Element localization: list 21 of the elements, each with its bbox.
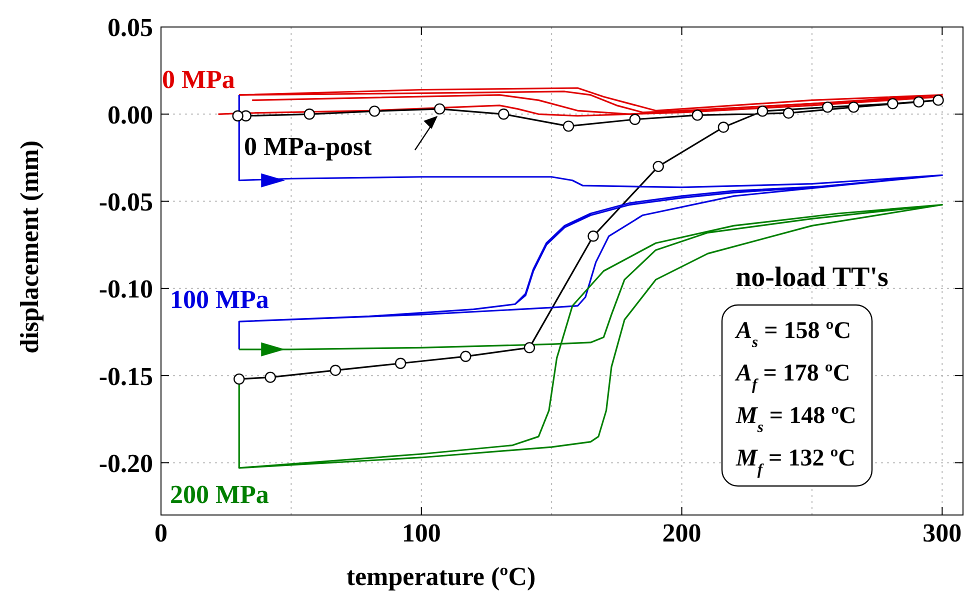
y-tick-label: -0.05 bbox=[98, 188, 153, 217]
x-tick-label: 300 bbox=[922, 518, 962, 548]
y-tick-label: -0.15 bbox=[98, 362, 153, 391]
y-tick-label: -0.10 bbox=[98, 274, 153, 304]
annotation: M$_{f}$ = 132 ºC bbox=[735, 446, 856, 478]
series-label: 100 MPa bbox=[170, 285, 269, 314]
annotation: A$_{s}$ = 158 ºC bbox=[734, 318, 852, 350]
x-tick-label: 0 bbox=[154, 518, 168, 548]
y-tick-label: -0.20 bbox=[98, 448, 153, 478]
x-tick-label: 200 bbox=[662, 518, 702, 548]
x-tick-label: 100 bbox=[402, 518, 441, 548]
annotation: M$_{s}$ = 148 ºC bbox=[735, 403, 856, 436]
y-tick-label: 0.05 bbox=[108, 13, 153, 42]
y-tick-label: 0.00 bbox=[108, 100, 153, 130]
annotation: A$_{f}$ = 178 ºC bbox=[734, 360, 850, 393]
annotation: 0 MPa-post bbox=[244, 132, 372, 161]
annotation: no-load TT's bbox=[736, 262, 888, 293]
series-label: 0 MPa bbox=[162, 65, 235, 94]
series-label: 200 MPa bbox=[170, 480, 269, 509]
y-axis-title: displacement (mm) bbox=[15, 140, 44, 354]
x-axis-title: temperature (ºC) bbox=[346, 562, 536, 591]
